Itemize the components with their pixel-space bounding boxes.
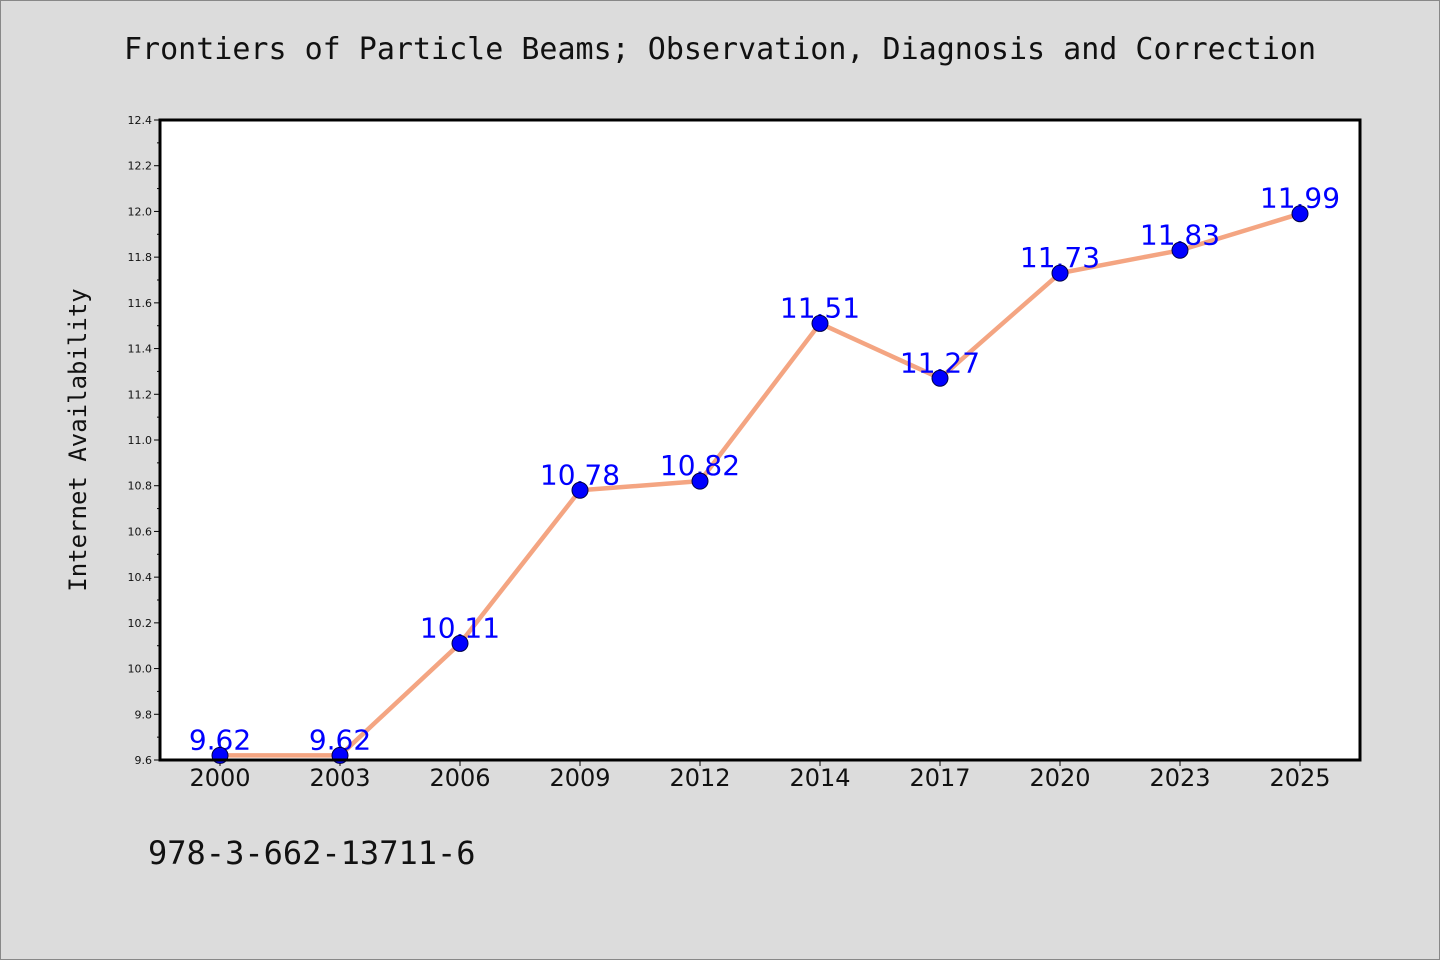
y-tick-label: 11.4	[128, 343, 153, 356]
x-tick-label: 2023	[1149, 764, 1210, 792]
data-point	[1171, 241, 1189, 259]
y-tick-label: 10.2	[128, 617, 153, 630]
x-tick-label: 2012	[669, 764, 730, 792]
x-tick-label: 2017	[909, 764, 970, 792]
x-tick-label: 2006	[429, 764, 490, 792]
x-tick-label: 2025	[1269, 764, 1330, 792]
data-point	[571, 481, 589, 499]
data-point	[811, 314, 829, 332]
y-tick-label: 10.0	[128, 663, 153, 676]
y-tick-label: 9.6	[135, 754, 153, 767]
y-axis-label: Internet Availability	[64, 288, 92, 591]
data-point	[451, 634, 469, 652]
y-tick-label: 10.4	[128, 571, 153, 584]
y-tick-label: 11.6	[128, 297, 153, 310]
y-tick-label: 12.4	[128, 114, 153, 127]
x-axis: 2000 2003 2006 2009 2012 2014 2017 2020 2023 2025	[189, 760, 1331, 792]
y-tick-label: 11.8	[128, 251, 153, 264]
x-tick-label: 2014	[789, 764, 850, 792]
y-tick-label: 10.8	[128, 480, 153, 493]
x-tick-label: 2020	[1029, 764, 1090, 792]
data-point	[1051, 264, 1069, 282]
plot-area	[160, 120, 1360, 760]
y-tick-label: 11.2	[128, 388, 153, 401]
x-tick-label: 2003	[309, 764, 370, 792]
plot-frame	[158, 118, 1362, 762]
y-tick-label: 11.0	[128, 434, 153, 447]
series-line	[220, 211, 1301, 758]
data-point	[691, 472, 709, 490]
data-point	[1291, 205, 1309, 223]
y-tick-label: 12.0	[128, 205, 153, 218]
data-point	[931, 369, 949, 387]
x-tick-label: 2009	[549, 764, 610, 792]
chart-title: Frontiers of Particle Beams; Observation…	[123, 32, 1317, 67]
y-tick-label: 9.8	[135, 708, 153, 721]
isbn-text: 978-3-662-13711-6	[148, 834, 476, 872]
y-tick-label: 12.2	[128, 160, 153, 173]
y-axis: 9.6 9.8 10.0 10.2 10.4 10.6 10.8 11.0 11.2 11.4 11…	[128, 114, 160, 767]
x-tick-label: 2000	[189, 764, 250, 792]
y-tick-label: 10.6	[128, 525, 153, 538]
